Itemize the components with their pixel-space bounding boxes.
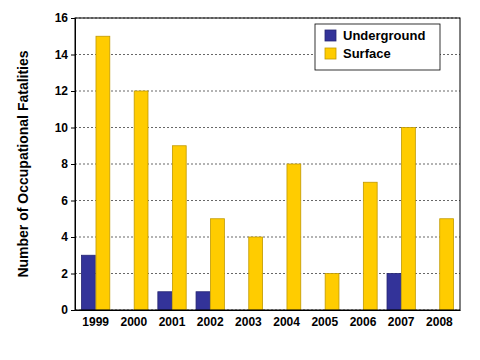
legend-label: Surface: [343, 46, 391, 61]
legend-entry: Underground: [325, 28, 425, 43]
tick-label: 2003: [235, 315, 262, 329]
y-axis-title: Number of Occupational Fatalities: [15, 50, 31, 277]
tick-mark: [71, 201, 75, 202]
bar: [363, 182, 377, 310]
bar: [81, 255, 95, 310]
tick: 2002: [197, 315, 224, 329]
tick-label: 2008: [426, 315, 453, 329]
axis-line: [76, 310, 461, 311]
tick-mark: [71, 18, 75, 19]
tick: 6: [61, 194, 75, 208]
legend-box: [315, 24, 440, 70]
tick: 2006: [350, 315, 377, 329]
tick-label: 4: [61, 230, 68, 244]
tick-mark: [71, 128, 75, 129]
tick-label: 2007: [388, 315, 415, 329]
tick-label: 2001: [159, 315, 186, 329]
bars: [81, 36, 453, 310]
tick: 2005: [311, 315, 338, 329]
legend-entry: Surface: [325, 46, 391, 61]
tick: 2008: [426, 315, 453, 329]
tick: 14: [55, 48, 75, 62]
grid: [75, 18, 460, 310]
tick: 2001: [159, 315, 186, 329]
tick-label: 2: [61, 267, 68, 281]
tick: 12: [55, 84, 75, 98]
tick: 2004: [273, 315, 300, 329]
grid-line: [75, 91, 460, 92]
tick: 1999: [82, 315, 109, 329]
legend: Underground Surface: [315, 24, 440, 70]
tick-label: 2000: [120, 315, 147, 329]
series: [96, 36, 454, 310]
tick: 0: [61, 303, 75, 317]
tick: 2000: [120, 315, 147, 329]
legend-swatch: [325, 30, 336, 41]
tick: 16: [55, 11, 75, 25]
plot: 0 2 4 6 8 10 12 14 16 1999 2000 2001 2002 2003 2004 200…: [55, 11, 461, 328]
tick-label: 16: [55, 11, 69, 25]
tick-mark: [71, 237, 75, 238]
tick: 4: [61, 230, 75, 244]
tick-mark: [71, 55, 75, 56]
chart: 0 2 4 6 8 10 12 14 16 1999 2000 2001 2002 2003 2004 200…: [0, 0, 480, 360]
tick-label: 2002: [197, 315, 224, 329]
tick: 2: [61, 267, 75, 281]
tick: 10: [55, 121, 75, 135]
series: [81, 255, 400, 310]
tick: 8: [61, 157, 75, 171]
legend-label: Underground: [343, 28, 425, 43]
tick-label: 12: [55, 84, 69, 98]
tick-mark: [71, 274, 75, 275]
tick-label: 10: [55, 121, 69, 135]
axis-line: [71, 19, 76, 311]
tick-mark: [71, 91, 75, 92]
tick-label: 2005: [311, 315, 338, 329]
bar: [325, 274, 339, 311]
bar: [440, 219, 454, 310]
legend-swatch: [325, 48, 336, 59]
tick-mark: [71, 164, 75, 165]
bar: [211, 219, 225, 310]
y-axis: 0 2 4 6 8 10 12 14 16: [55, 11, 76, 317]
tick: 2007: [388, 315, 415, 329]
tick-label: 0: [61, 303, 68, 317]
tick-label: 14: [55, 48, 69, 62]
tick-label: 6: [61, 194, 68, 208]
bar: [387, 274, 401, 311]
tick-label: 8: [61, 157, 68, 171]
tick-mark: [71, 310, 75, 311]
tick-label: 2004: [273, 315, 300, 329]
x-axis: 1999 2000 2001 2002 2003 2004 2005 2006 2007 2008: [76, 311, 461, 329]
tick: 2003: [235, 315, 262, 329]
bar: [287, 164, 301, 310]
bar: [196, 292, 210, 310]
bar: [158, 292, 172, 310]
bar: [249, 237, 263, 310]
bar: [172, 146, 186, 310]
bar: [402, 128, 416, 311]
tick-label: 1999: [82, 315, 109, 329]
plot-frame: [75, 18, 460, 310]
tick-label: 2006: [350, 315, 377, 329]
bar: [134, 91, 148, 310]
bar: [96, 36, 110, 310]
